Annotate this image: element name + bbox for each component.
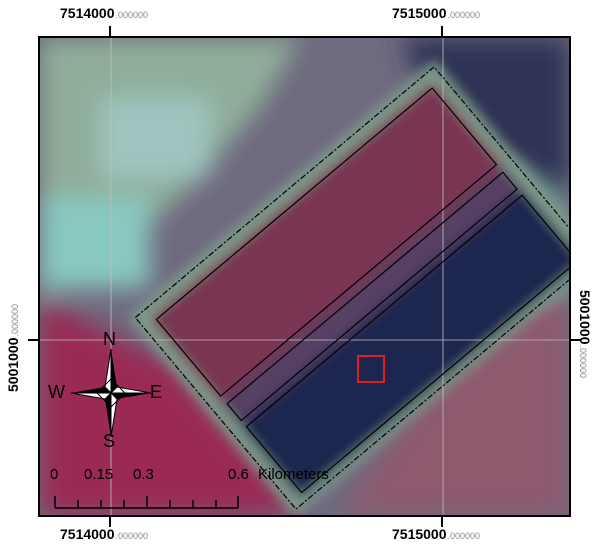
cyan-patch [40, 198, 150, 288]
x-label-top-2: 7515000.000000 [392, 5, 481, 21]
outer-boundary-outline [134, 66, 569, 510]
compass-s: S [103, 431, 116, 451]
middle-strip [220, 165, 523, 427]
y-label-left: 5001000.000000 [5, 303, 21, 392]
tick-bottom-1 [109, 517, 111, 527]
tick-top-1 [109, 26, 111, 36]
scale-label-06: 0.6 [228, 466, 249, 483]
tick-left [28, 339, 38, 341]
x-label-top-1: 7514000.000000 [60, 5, 149, 21]
compass-n: N [103, 329, 116, 349]
south-cell-outline [245, 194, 569, 494]
x-label-bottom-2: 7515000.000000 [392, 526, 481, 542]
bright-patch [100, 98, 210, 178]
north-arrow: N S E W [48, 329, 168, 453]
scale-bar-graphic [54, 496, 239, 509]
north-cell [149, 80, 504, 404]
south-cell-water [239, 188, 569, 499]
scale-unit: Kilometers [258, 466, 329, 483]
y-label-right: 5001000.000000 [577, 290, 593, 379]
compass-icon [70, 348, 152, 438]
scale-bar: 0 0.15 0.3 0.6 Kilometers [48, 464, 358, 512]
x-label-bottom-1: 7514000.000000 [60, 526, 149, 542]
highlight-box[interactable] [357, 355, 385, 383]
tick-top-2 [441, 26, 443, 36]
compass-w: W [48, 382, 65, 402]
magenta-field-sw [40, 298, 300, 515]
scale-label-015: 0.15 [84, 466, 114, 483]
satellite-map[interactable] [38, 36, 571, 517]
compass-e: E [150, 382, 163, 402]
scale-label-03: 0.3 [133, 466, 154, 483]
middle-strip-outline [226, 171, 518, 422]
north-cell-outline [155, 87, 498, 397]
scale-label-0: 0 [50, 466, 59, 483]
tick-bottom-2 [441, 517, 443, 527]
tick-right [571, 339, 581, 341]
map-canvas [40, 38, 569, 515]
